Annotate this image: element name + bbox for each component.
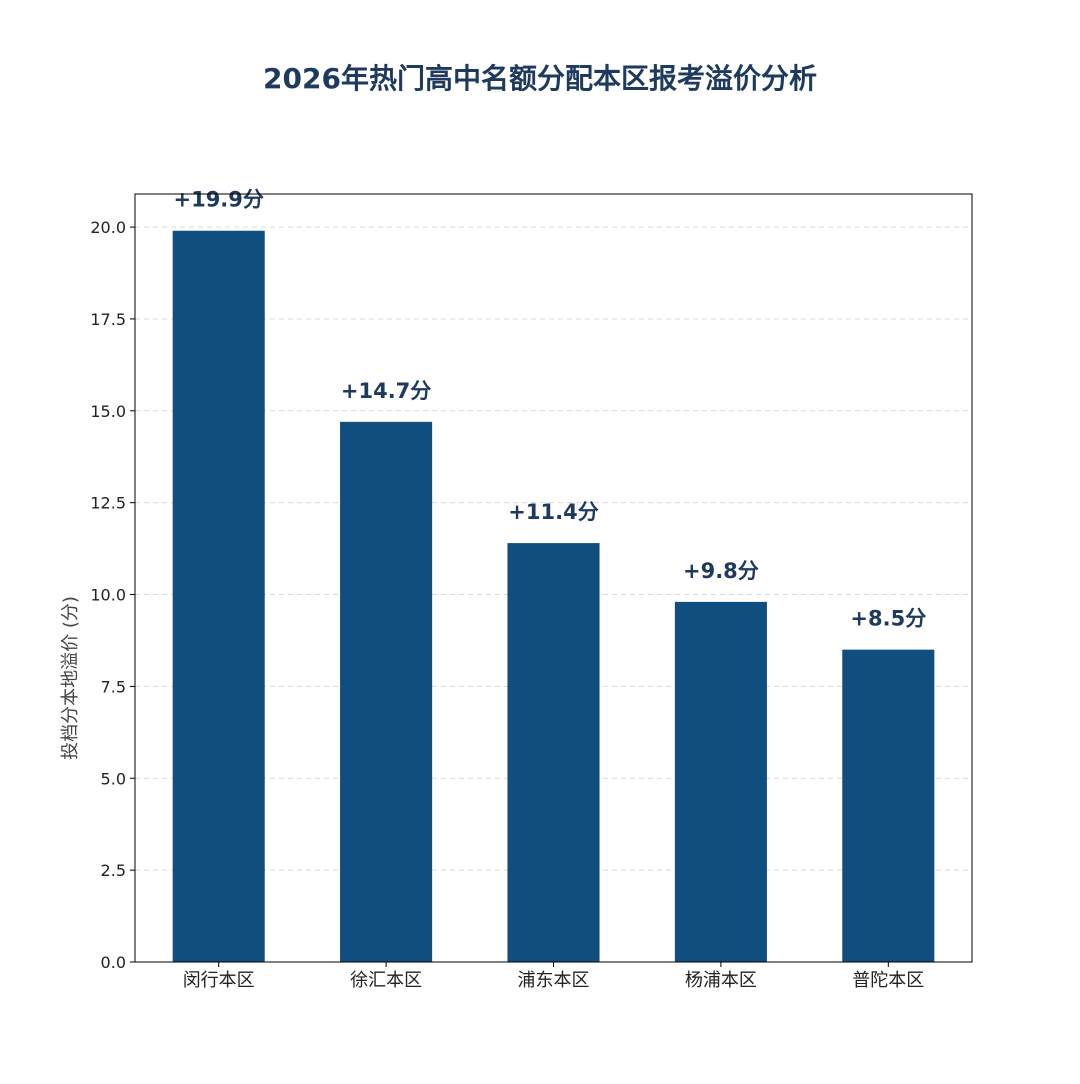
data-label: +19.9分 (173, 188, 263, 212)
bar (340, 421, 433, 962)
y-tick-label: 20.0 (90, 218, 126, 237)
y-tick-label: 5.0 (101, 769, 126, 788)
y-axis-label: 投档分本地溢价 (分) (60, 596, 81, 760)
y-tick-label: 17.5 (90, 310, 126, 329)
bar (507, 543, 600, 962)
y-tick-label: 12.5 (90, 494, 126, 513)
y-tick-label: 2.5 (101, 861, 126, 880)
bar (674, 601, 767, 962)
x-tick-label: 徐汇本区 (350, 970, 422, 991)
y-tick-label: 7.5 (101, 677, 126, 696)
x-axis: 闵行本区 徐汇本区 浦东本区 杨浦本区 普陀本区 (183, 962, 924, 991)
data-labels: +19.9分 +14.7分 +11.4分 +9.8分 +8.5分 (173, 188, 926, 631)
data-label: +11.4分 (508, 500, 598, 524)
data-label: +9.8分 (683, 559, 759, 583)
data-label: +14.7分 (341, 379, 431, 403)
x-tick-label: 闵行本区 (183, 970, 255, 991)
x-tick-label: 杨浦本区 (685, 970, 757, 991)
y-tick-label: 15.0 (90, 402, 126, 421)
y-tick-label: 10.0 (90, 586, 126, 605)
bar (172, 230, 265, 963)
x-tick-label: 普陀本区 (852, 970, 924, 991)
chart-title: 2026年热门高中名额分配本区报考溢价分析 (263, 62, 817, 95)
bar (842, 649, 935, 962)
x-tick-label: 浦东本区 (518, 970, 590, 991)
data-label: +8.5分 (850, 607, 926, 631)
y-tick-label: 0.0 (101, 953, 126, 972)
y-axis: 0.0 2.5 5.0 7.5 10.0 12.5 15.0 17.5 20.0 (90, 218, 135, 972)
bars (172, 230, 935, 963)
